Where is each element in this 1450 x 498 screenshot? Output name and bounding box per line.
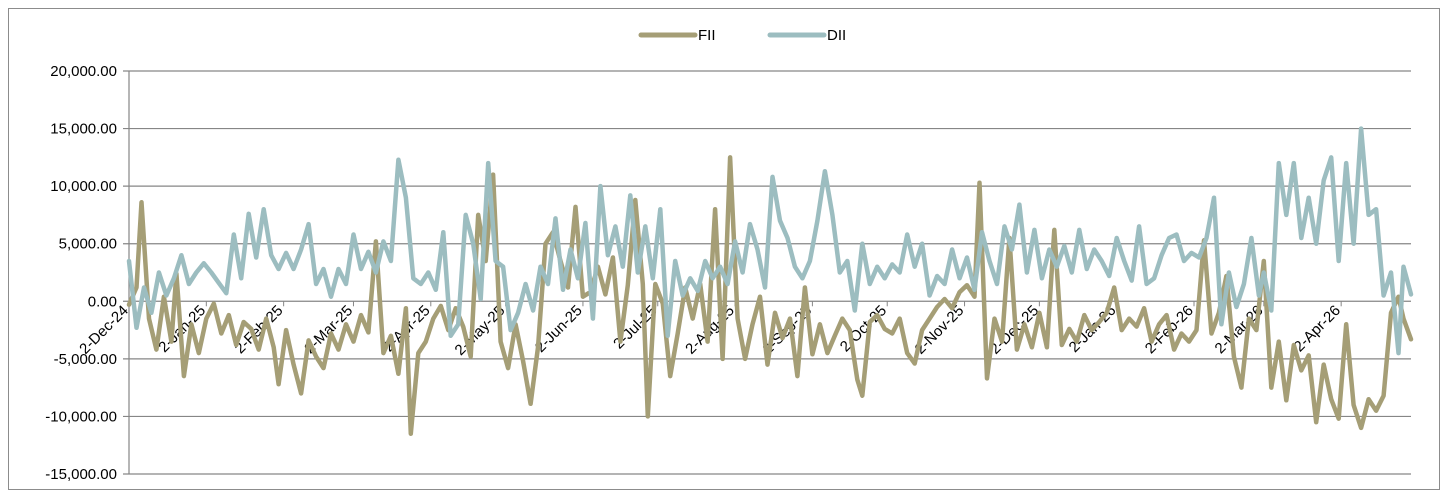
y-tick-label: 15,000.00 [50,121,117,138]
x-tick-label: 2-Dec-24 [76,302,132,358]
y-tick-label: 20,000.00 [50,63,117,80]
y-tick-label: 0.00 [88,293,117,310]
y-tick-label: -15,000.00 [45,466,117,483]
y-tick-label: 5,000.00 [59,236,117,253]
y-tick-label: -5,000.00 [54,351,117,368]
y-tick-label: 10,000.00 [50,178,117,195]
legend-label-fii: FII [698,27,716,44]
series-line-dii [126,126,1414,356]
y-tick-label: -10,000.00 [45,408,117,425]
legend-label-dii: DII [827,27,846,44]
x-tick-label: 2-Apr-26 [1291,302,1344,355]
series-line-fii [126,155,1414,436]
legend: FII DII [638,27,846,44]
y-axis: 20,000.00 15,000.00 10,000.00 5,000.00 0.00 -… [45,63,130,483]
series-layer [126,126,1414,436]
